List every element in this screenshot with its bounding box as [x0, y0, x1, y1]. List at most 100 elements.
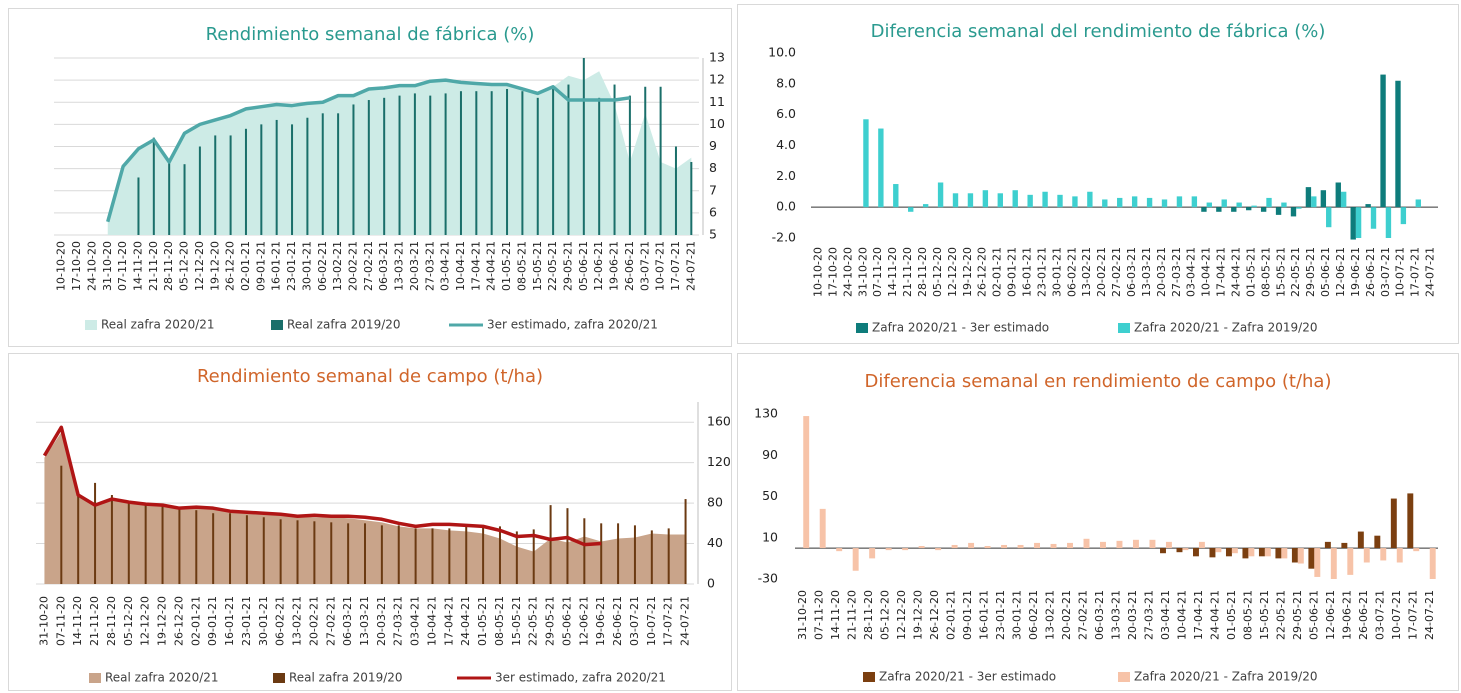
bar	[885, 548, 892, 551]
bar	[413, 93, 416, 236]
x-tick-label: 12-06-21	[577, 596, 590, 646]
y-tick-label: 0.0	[776, 199, 796, 214]
x-tick-label: 27-03-21	[1170, 247, 1183, 297]
x-tick-label: 10-04-21	[454, 241, 467, 291]
y-tick-label: 90	[762, 447, 778, 462]
bar	[1146, 197, 1153, 208]
bar	[951, 544, 958, 549]
x-tick-label: 02-01-21	[945, 590, 958, 640]
bar	[1193, 548, 1199, 557]
x-tick-label: 07-11-20	[116, 241, 129, 291]
x-tick-label: 19-12-20	[208, 241, 221, 291]
bar	[1390, 498, 1397, 549]
x-tick-label: 16-01-21	[978, 590, 991, 640]
x-tick-label: 31-10-20	[101, 241, 114, 291]
x-tick-label: 26-12-20	[928, 590, 941, 640]
bar	[1370, 207, 1377, 229]
x-tick-label: 09-01-21	[961, 590, 974, 640]
x-tick-label: 24-07-21	[679, 596, 692, 646]
bar	[902, 548, 909, 551]
bar	[1340, 191, 1347, 208]
bar	[1050, 543, 1057, 549]
bar	[490, 91, 493, 235]
bar	[1100, 541, 1106, 549]
x-tick-label: 20-03-21	[1155, 247, 1168, 297]
bar	[997, 193, 1003, 208]
bar	[429, 95, 432, 235]
x-tick-label: 14-11-20	[131, 241, 144, 291]
x-tick-label: 01-05-21	[1244, 247, 1257, 297]
y-tick-label: 6	[709, 204, 717, 219]
bar	[1176, 196, 1183, 208]
y-tick-label: 13	[709, 50, 725, 65]
x-tick-label: 17-07-21	[1406, 590, 1419, 640]
bar	[922, 204, 929, 208]
x-tick-label: 21-11-20	[901, 247, 914, 297]
x-tick-label: 12-12-20	[946, 247, 959, 297]
x-tick-label: 20-03-21	[375, 596, 388, 646]
bar	[77, 493, 80, 584]
x-tick-label: 10-07-21	[1394, 247, 1407, 297]
y-tick-label: -2.0	[772, 230, 796, 245]
x-tick-label: 20-02-21	[1060, 590, 1073, 640]
x-tick-label: 20-02-21	[346, 241, 359, 291]
x-tick-label: 30-01-21	[1011, 590, 1024, 640]
chart: Rendimiento semanal de campo (t/ha) 0 40 80…	[36, 366, 731, 685]
x-tick-label: 31-10-20	[796, 590, 809, 640]
x-tick-label: 23-01-21	[994, 590, 1007, 640]
x-tick-label: 12-12-20	[139, 596, 152, 646]
y-tick-label: 40	[707, 535, 723, 550]
bar	[582, 58, 585, 235]
x-tick-label: 14-11-20	[71, 596, 84, 646]
y-tick-label: 160	[707, 414, 731, 429]
bar	[878, 128, 884, 208]
x-tick-label: 06-02-21	[316, 241, 329, 291]
x-tick-label: 01-05-21	[500, 241, 513, 291]
x-tick-label: 27-03-21	[423, 241, 436, 291]
x-tick-label: 06-02-21	[1027, 590, 1040, 640]
x-tick-label: 30-01-21	[1050, 247, 1063, 297]
x-tick-label: 12-06-21	[1324, 590, 1337, 640]
x-tick-label: 17-07-21	[662, 596, 675, 646]
bar	[1149, 539, 1156, 549]
bar	[598, 97, 601, 235]
y-tick-label: 10	[762, 529, 778, 544]
x-tick-label: 19-06-21	[1349, 247, 1362, 297]
y-tick-label: 80	[707, 495, 723, 510]
x-tick-label: 08-05-21	[1241, 590, 1254, 640]
bar	[1215, 548, 1222, 553]
y-tick-label: 130	[754, 406, 778, 421]
bar	[918, 546, 925, 549]
legend-label: 3er estimado, zafra 2020/21	[495, 671, 666, 685]
y-tick-label: 11	[709, 94, 725, 109]
bar	[1231, 548, 1238, 554]
bar	[1017, 544, 1024, 549]
x-tick-label: 10-10-20	[55, 241, 68, 291]
legend-swatch	[271, 320, 283, 330]
bar	[1296, 207, 1302, 209]
x-tick-label: 31-10-20	[856, 247, 869, 297]
x-tick-label: 03-07-21	[638, 241, 651, 291]
bar	[398, 95, 401, 235]
bar	[364, 523, 366, 584]
legend-swatch	[89, 673, 101, 683]
chart: Diferencia semanal en rendimiento de cam…	[754, 371, 1438, 684]
bar	[1087, 191, 1093, 208]
bar	[1042, 191, 1048, 208]
bar	[583, 518, 586, 584]
bar	[567, 84, 570, 235]
x-tick-label: 14-11-20	[829, 590, 842, 640]
x-tick-label: 26-12-20	[976, 247, 989, 297]
bar	[1182, 548, 1189, 551]
bar	[260, 124, 263, 235]
x-tick-label: 01-05-21	[1225, 590, 1238, 640]
bar	[337, 113, 340, 235]
bar	[1297, 548, 1304, 564]
bar	[1001, 544, 1008, 549]
bar	[1290, 207, 1297, 217]
x-tick-label: 03-07-21	[1379, 247, 1392, 297]
bar	[1236, 202, 1242, 208]
bar	[1131, 196, 1138, 208]
x-tick-label: 17-10-20	[826, 247, 839, 297]
bar	[515, 531, 518, 584]
